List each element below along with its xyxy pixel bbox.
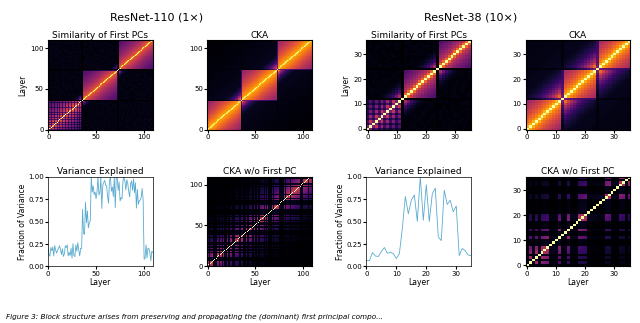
Title: CKA w/o First PC: CKA w/o First PC [541, 167, 614, 176]
X-axis label: Layer: Layer [567, 278, 589, 287]
Title: CKA: CKA [250, 31, 269, 40]
Text: Figure 3: Block structure arises from preserving and propagating the (dominant) : Figure 3: Block structure arises from pr… [6, 313, 383, 320]
X-axis label: Layer: Layer [90, 278, 111, 287]
Title: CKA w/o First PC: CKA w/o First PC [223, 167, 296, 176]
Title: Similarity of First PCs: Similarity of First PCs [371, 31, 467, 40]
Title: Variance Explained: Variance Explained [57, 167, 144, 176]
Text: ResNet-38 (10×): ResNet-38 (10×) [424, 13, 517, 23]
X-axis label: Layer: Layer [249, 278, 270, 287]
Title: CKA: CKA [569, 31, 587, 40]
Title: Similarity of First PCs: Similarity of First PCs [52, 31, 148, 40]
X-axis label: Layer: Layer [408, 278, 429, 287]
Y-axis label: Fraction of Variance: Fraction of Variance [18, 183, 27, 260]
Title: Variance Explained: Variance Explained [376, 167, 462, 176]
Y-axis label: Layer: Layer [342, 75, 351, 96]
Y-axis label: Layer: Layer [19, 75, 28, 96]
Text: ResNet-110 (1×): ResNet-110 (1×) [110, 13, 204, 23]
Y-axis label: Fraction of Variance: Fraction of Variance [336, 183, 345, 260]
